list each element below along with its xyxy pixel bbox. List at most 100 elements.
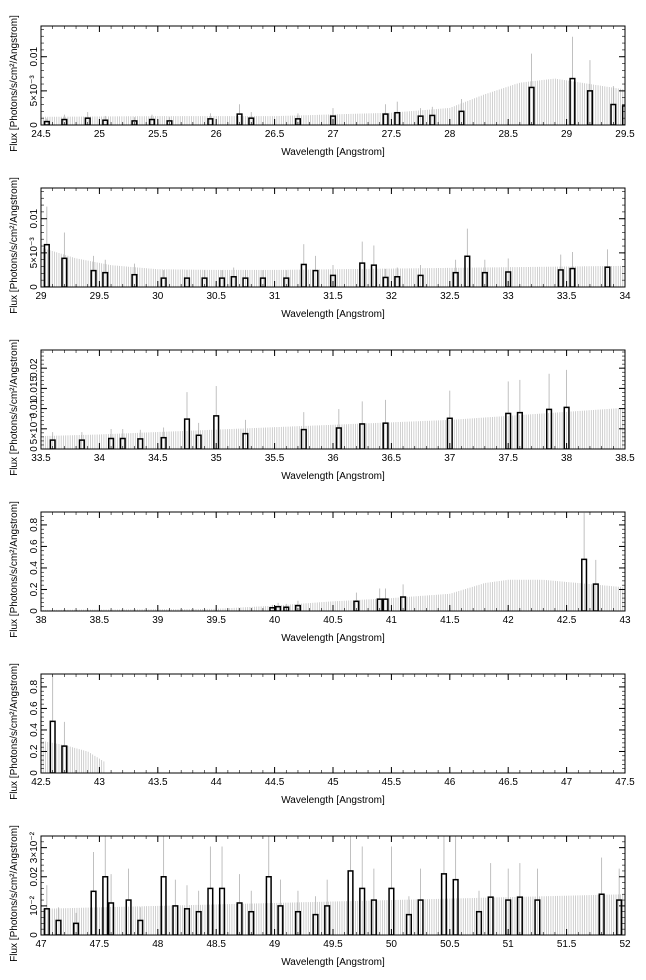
- data-bar: [72, 922, 80, 935]
- data-bar: [487, 896, 494, 935]
- x-axis-label: Wavelength [Angstrom]: [281, 471, 385, 482]
- y-tick-label: 0.02: [29, 358, 40, 378]
- data-bar: [201, 277, 208, 287]
- data-bar: [78, 439, 85, 449]
- data-bar: [294, 910, 302, 935]
- x-tick-label: 30: [152, 291, 164, 302]
- data-bar: [505, 412, 512, 449]
- data-bar: [516, 411, 523, 449]
- data-bar: [90, 890, 97, 935]
- data-bar: [172, 905, 179, 935]
- data-bar: [359, 262, 366, 287]
- data-bar: [312, 913, 319, 935]
- x-tick-label: 43: [94, 777, 106, 788]
- x-tick-label: 46.5: [498, 777, 518, 788]
- data-bar: [230, 276, 237, 287]
- bars: [43, 36, 625, 125]
- y-tick-label: 0.6: [29, 539, 40, 553]
- x-tick-label: 47: [35, 939, 47, 950]
- data-bar: [195, 434, 202, 449]
- x-tick-label: 40: [269, 615, 281, 626]
- x-tick-label: 31: [269, 291, 281, 302]
- y-tick-label: 0.4: [29, 723, 40, 737]
- data-bar: [621, 105, 625, 125]
- data-bar: [148, 118, 156, 125]
- data-bar: [283, 606, 290, 611]
- data-bar: [464, 255, 471, 287]
- x-tick-label: 34: [94, 453, 106, 464]
- x-tick-label: 37.5: [498, 453, 518, 464]
- y-tick-label: 5×10⁻³: [29, 413, 40, 445]
- x-tick-label: 38: [35, 615, 47, 626]
- x-tick-label: 49: [269, 939, 281, 950]
- data-bar: [545, 408, 553, 449]
- data-bar: [242, 277, 249, 287]
- x-tick-label: 26.5: [265, 129, 285, 140]
- y-tick-label: 0: [29, 284, 40, 290]
- x-tick-label: 36: [327, 453, 339, 464]
- y-axis-label: Flux [Photons/s/cm²/Angstrom]: [9, 825, 20, 962]
- y-tick-label: 5×10⁻³: [29, 75, 40, 107]
- bars: [49, 369, 570, 449]
- data-bar: [347, 870, 354, 935]
- data-bar: [90, 269, 97, 287]
- x-tick-label: 51: [503, 939, 515, 950]
- data-bar: [166, 120, 173, 125]
- data-bar: [102, 876, 109, 935]
- data-bar: [137, 438, 144, 449]
- x-axis-label: Wavelength [Angstrom]: [281, 957, 385, 968]
- x-tick-label: 29.5: [90, 291, 110, 302]
- data-bar: [581, 558, 588, 611]
- data-bar: [370, 264, 377, 287]
- data-bar: [598, 893, 605, 935]
- data-bar: [61, 257, 68, 287]
- plot-frame: [40, 673, 626, 774]
- x-tick-label: 38: [561, 453, 573, 464]
- data-bar: [481, 271, 488, 287]
- x-tick-label: 42.5: [557, 615, 577, 626]
- x-tick-label: 44: [211, 777, 223, 788]
- x-tick-label: 32: [386, 291, 398, 302]
- data-bar: [353, 600, 360, 611]
- data-bar: [610, 103, 617, 125]
- data-bar: [417, 899, 424, 935]
- data-bar: [382, 422, 389, 449]
- x-tick-label: 24.5: [31, 129, 51, 140]
- data-bar: [505, 899, 512, 935]
- data-bar: [55, 919, 62, 935]
- y-tick-label: 0.01: [29, 47, 40, 67]
- y-tick-label: 0: [29, 770, 40, 776]
- bars: [49, 674, 68, 773]
- data-bar: [107, 902, 115, 935]
- y-axis-label: Flux [Photons/s/cm²/Angstrom]: [9, 339, 20, 476]
- x-tick-label: 46: [444, 777, 456, 788]
- x-tick-label: 30.5: [206, 291, 226, 302]
- data-bar: [61, 118, 68, 125]
- data-bar: [137, 919, 144, 935]
- x-tick-label: 42: [503, 615, 515, 626]
- data-bar: [183, 908, 191, 935]
- data-bar: [43, 120, 50, 125]
- error-band: [41, 579, 625, 611]
- data-bar: [440, 873, 448, 935]
- data-bar: [131, 273, 138, 287]
- y-tick-label: 0.02: [29, 867, 40, 887]
- data-bar: [275, 605, 282, 611]
- x-tick-label: 45.5: [382, 777, 402, 788]
- data-bar: [335, 427, 342, 449]
- x-axis-label: Wavelength [Angstrom]: [281, 795, 385, 806]
- x-tick-label: 34.5: [148, 453, 168, 464]
- x-tick-label: 39.5: [206, 615, 226, 626]
- error-band: [41, 407, 625, 449]
- y-tick-label: 0.01: [29, 398, 40, 418]
- panel-5: 42.5 43 43.5 44 44.5 45 45.5 46 46.5 47 47.5 0 0.2 0.…: [9, 663, 635, 806]
- y-axis-label: Flux [Photons/s/cm²/Angstrom]: [9, 15, 20, 152]
- bars: [43, 206, 611, 287]
- x-tick-label: 28.5: [498, 129, 518, 140]
- x-tick-label: 47.5: [615, 777, 635, 788]
- x-tick-label: 25.5: [148, 129, 168, 140]
- x-tick-label: 35.5: [265, 453, 285, 464]
- x-tick-label: 29: [561, 129, 573, 140]
- data-bar: [592, 583, 599, 611]
- y-tick-label: 0: [29, 122, 40, 128]
